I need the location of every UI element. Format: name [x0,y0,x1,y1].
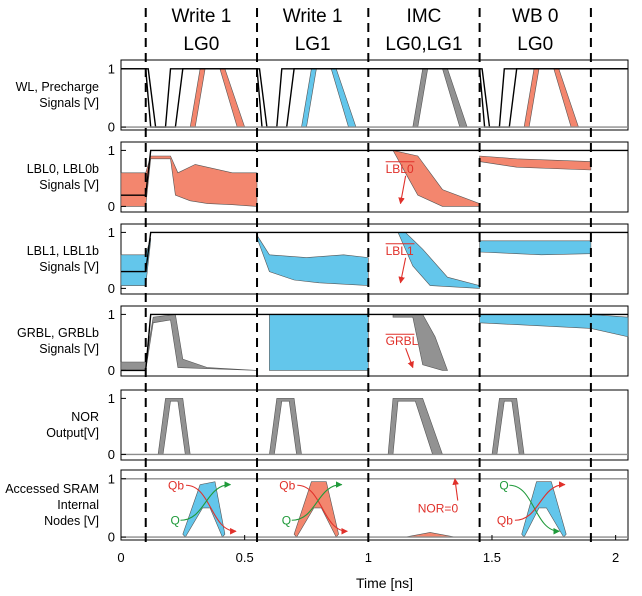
annotation-qb: Qb [497,513,513,527]
signal-band-3 [405,532,455,538]
panel-frame [120,469,629,541]
y-tick-label: 0 [108,530,115,545]
y-tick-label: 0 [108,447,115,462]
y-tick-label: 1 [108,61,115,76]
panel-6: 0 1 Accessed SRAM Internal Nodes [V] Qb Q Qb Q NO… [5,469,629,545]
annotation-lbl1: LBL1 [386,244,414,258]
annotation-transition-arrow [509,484,561,535]
y-tick-label: 1 [108,391,115,406]
annotation-grbl: GRBL [386,334,419,348]
annotation-transition-arrow [291,481,343,521]
y-tick-label: 0 [108,199,115,214]
x-axis-label: Time [ns] [356,575,413,591]
x-tick-label: 2 [612,550,619,565]
phase-subtitle-2: LG1 [295,34,331,55]
annotation-transition-arrow [297,484,348,535]
annotation-transition-arrow [180,481,232,521]
signal-band-1 [157,398,191,455]
signal-line-1 [121,313,628,372]
y-tick-label: 1 [108,471,115,486]
signal-band-2 [269,398,302,455]
signal-band-2 [293,481,339,538]
phase-subtitle-3: LG0,LG1 [385,34,462,55]
x-tick-label: 0.5 [236,550,254,565]
phase-headers: Write 1 LG0 Write 1 LG1 IMC LG0,LG1 WB 0 LG0 [171,6,558,55]
annotation-transition-arrow [514,481,566,521]
panel-frame [120,305,629,377]
panel-1: 0 1 WL, Precharge Signals [V] [16,59,629,135]
panel-frame [120,59,629,131]
annotation-q: Q [170,513,179,527]
y-tick-label: 1 [108,307,115,322]
phase-title-1: Write 1 [171,6,231,27]
annotation-nor-0: NOR=0 [418,502,459,516]
signal-band-4 [479,314,629,338]
panel-frame [120,389,629,461]
panel-label-line: Nodes [V] [44,514,99,528]
annotation-q: Q [282,513,291,527]
phase-subtitle-1: LG0 [183,34,219,55]
signal-band-3 [392,314,448,371]
y-tick-label: 1 [108,225,115,240]
signal-band-1 [120,155,258,207]
signal-band-4 [521,481,567,538]
signal-band-1 [182,481,226,538]
panel-label-line: NOR [71,410,99,424]
annotation-arrow [452,478,459,501]
x-tick-label: 1.5 [483,550,501,565]
signal-band-4 [491,398,525,455]
phase-title-4: WB 0 [512,6,558,27]
panel-label-line: WL, Precharge [16,80,99,94]
x-axis: 0 0.5 1 1.5 2 Time [ns] [117,535,619,591]
panel-label-line: Signals [V] [39,260,99,274]
annotation-arrow [398,257,407,284]
panel-label-line: Signals [V] [39,342,99,356]
y-tick-label: 0 [108,363,115,378]
panel-2: 0 1 LBL0, LBL0b Signals [V] LBL0 [27,141,629,214]
signal-band-3 [368,232,480,289]
annotation-q: Q [499,478,508,492]
signal-band-3 [479,155,592,171]
annotation-arrow [398,175,407,205]
panel-3: 0 1 LBL1, LBL1b Signals [V] LBL1 [27,223,629,296]
signal-band-4 [504,68,591,128]
annotation-qb: Qb [168,478,184,492]
signal-band-3 [387,398,443,455]
phase-title-2: Write 1 [283,6,343,27]
signal-band-3 [393,68,480,128]
annotation-qb: Qb [279,478,295,492]
phase-title-3: IMC [407,6,442,27]
panel-label-line: Signals [V] [39,96,99,110]
panel-label-line: GRBL, GRBLb [17,326,99,340]
phase-subtitle-4: LG0 [517,34,553,55]
signal-band-1 [170,68,257,128]
panel-4: 0 1 GRBL, GRBLb Signals [V] GRBL [17,305,629,378]
signal-band-2 [256,234,369,286]
signal-panels: 0 1 WL, Precharge Signals [V] 0 1 LBL0, LBL0b S… [5,59,629,545]
signal-band-4 [479,240,592,256]
annotation-arrow [405,348,414,369]
annotation-transition-arrow [185,484,237,535]
panel-frame [120,223,629,295]
panel-5: 0 1 NOR Output[V] [46,389,629,462]
panel-label-line: Output[V] [46,426,99,440]
signal-band-2 [269,314,369,371]
signal-line-1 [121,149,628,196]
panel-label-line: Signals [V] [39,178,99,192]
panel-label-line: LBL0, LBL0b [27,162,99,176]
panel-label-line: Accessed SRAM [5,482,99,496]
y-tick-label: 0 [108,120,115,135]
x-tick-label: 1 [365,550,372,565]
x-tick-label: 0 [117,550,124,565]
signal-band-1 [120,314,258,371]
y-tick-label: 1 [108,143,115,158]
signal-band-2 [281,68,369,128]
panel-label-line: LBL1, LBL1b [27,244,99,258]
panel-label-line: Internal [57,498,99,512]
signal-band-2 [368,150,480,207]
y-tick-label: 0 [108,281,115,296]
annotation-lbl0: LBL0 [386,162,414,176]
